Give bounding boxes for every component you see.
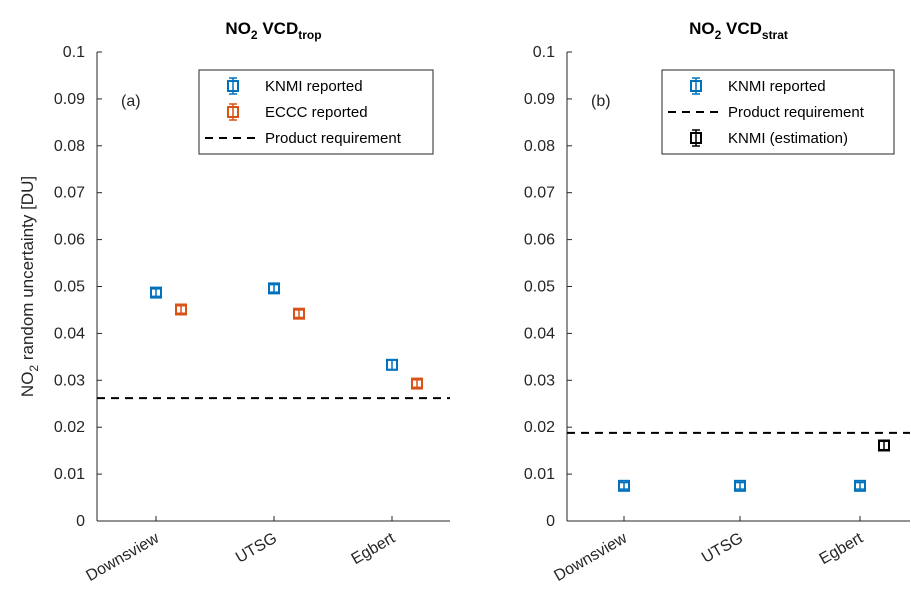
y-tick-label: 0.07 [54,185,85,202]
y-tick-label: 0.03 [524,372,555,389]
y-tick-label: 0.08 [54,138,85,155]
panel-label: (b) [591,93,611,110]
legend-marker [690,77,702,95]
y-tick-label: 0.06 [524,232,555,249]
chart-panel-2: 0 0.01 0.02 0.03 0.04 0.05 0.06 0.07 0.08 0.09 0.1… [524,19,910,585]
legend-marker [227,103,239,121]
y-tick-label: 0.09 [524,91,555,108]
legend-label: KNMI reported [728,78,826,95]
data-point [293,307,305,320]
chart-title: NO2 VCDstrat [689,19,788,42]
data-point [854,479,866,492]
data-point [878,439,890,452]
data-point [618,479,630,492]
legend-label: KNMI reported [265,78,363,95]
y-tick-label: 0.06 [54,232,85,249]
x-tick-label: Downsview [551,530,630,585]
data-point [411,377,423,390]
y-tick-label: 0 [546,513,555,530]
legend: KNMI reported ECCC reported Product requir… [198,69,434,155]
x-tick-label: Egbert [817,529,867,568]
y-tick-label: 0.03 [54,372,85,389]
y-tick-label: 0.02 [524,419,555,436]
legend-marker [690,129,702,147]
y-tick-label: 0.07 [524,185,555,202]
y-tick-label: 0.02 [54,419,85,436]
data-point [175,303,187,316]
legend-label: KNMI (estimation) [728,130,848,147]
y-tick-label: 0.04 [524,325,555,342]
data-point [268,282,280,295]
y-tick-label: 0.05 [524,279,555,296]
x-tick-label: Downsview [83,530,162,585]
y-tick-label: 0.04 [54,325,85,342]
data-point [734,479,746,492]
data-point [150,286,162,299]
y-tick-label: 0.1 [63,44,85,61]
x-tick-label: UTSG [699,530,746,567]
y-tick-label: 0.01 [54,466,85,483]
y-tick-label: 0.01 [524,466,555,483]
y-tick-label: 0 [76,513,85,530]
y-tick-label: 0.08 [524,138,555,155]
legend-marker [227,77,239,95]
y-tick-label: 0.1 [533,44,555,61]
y-tick-label: 0.05 [54,279,85,296]
y-axis-label: NO2 random uncertainty [DU] [18,176,41,397]
y-tick-label: 0.09 [54,91,85,108]
legend: KNMI reported Product requirement KNMI (es… [661,69,895,155]
chart-panel-1: 0 0.01 0.02 0.03 0.04 0.05 0.06 0.07 0.08 0.09 0.1… [18,19,450,585]
x-tick-label: UTSG [233,530,280,567]
legend-label: Product requirement [728,104,865,121]
chart-title: NO2 VCDtrop [225,19,321,42]
x-tick-label: Egbert [349,529,399,568]
data-point [386,358,398,371]
legend-label: Product requirement [265,130,402,147]
panel-label: (a) [121,93,141,110]
legend-label: ECCC reported [265,104,368,121]
